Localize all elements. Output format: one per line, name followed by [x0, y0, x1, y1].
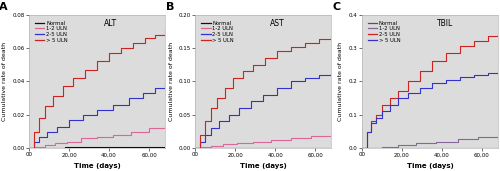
Legend: Normal, 1-2 ULN, 2-5 ULN, > 5 ULN: Normal, 1-2 ULN, 2-5 ULN, > 5 ULN: [368, 20, 401, 43]
Y-axis label: Cumulative rate of death: Cumulative rate of death: [338, 42, 344, 121]
Text: B: B: [166, 2, 174, 12]
Text: ALT: ALT: [104, 19, 117, 28]
Text: AST: AST: [270, 19, 285, 28]
Legend: Normal, 1-2 ULN, 2-5 ULN, > 5 ULN: Normal, 1-2 ULN, 2-5 ULN, > 5 ULN: [34, 20, 68, 43]
Text: C: C: [332, 2, 340, 12]
Text: TBIL: TBIL: [436, 19, 453, 28]
Y-axis label: Cumulative rate of death: Cumulative rate of death: [2, 42, 7, 121]
Text: A: A: [0, 2, 8, 12]
X-axis label: Time (days): Time (days): [74, 163, 120, 169]
Y-axis label: Cumulative rate of death: Cumulative rate of death: [168, 42, 173, 121]
X-axis label: Time (days): Time (days): [240, 163, 287, 169]
Legend: Normal, 1-2 ULN, 2-5 ULN, > 5 ULN: Normal, 1-2 ULN, 2-5 ULN, > 5 ULN: [201, 20, 234, 43]
X-axis label: Time (days): Time (days): [406, 163, 454, 169]
